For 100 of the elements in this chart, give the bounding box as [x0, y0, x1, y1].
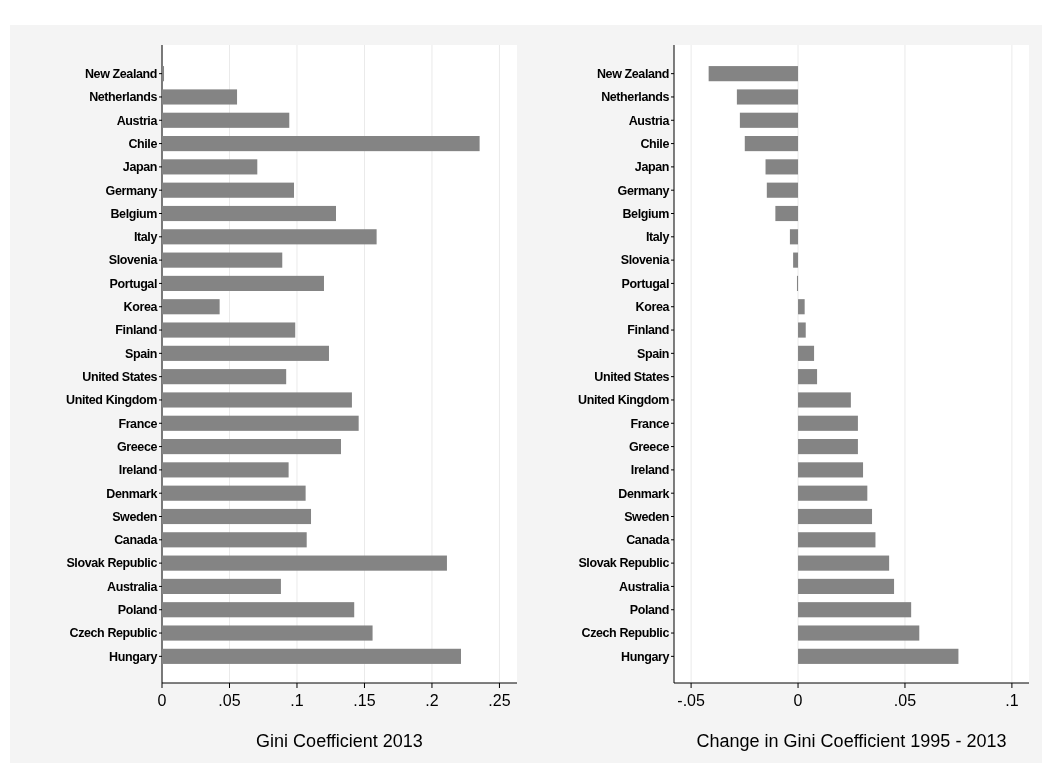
bar	[162, 648, 461, 664]
y-tick-label: Slovak Republic	[66, 556, 158, 571]
y-tick-label: Canada	[626, 533, 671, 548]
bar	[162, 555, 447, 571]
bar	[765, 159, 799, 175]
y-tick-label: Slovenia	[108, 253, 159, 268]
bar	[798, 462, 864, 478]
bar	[775, 205, 799, 222]
bar	[162, 485, 306, 501]
y-tick-label: United Kingdom	[578, 393, 670, 408]
y-tick-label: Finland	[115, 323, 157, 338]
bar	[162, 112, 290, 128]
bar	[162, 369, 287, 385]
bar	[736, 89, 799, 105]
y-tick-label: Japan	[634, 160, 669, 175]
bar	[162, 229, 377, 245]
bar	[798, 578, 895, 594]
bar	[162, 532, 307, 548]
bar	[162, 136, 480, 152]
y-tick-label: Denmark	[618, 486, 670, 501]
y-tick-label: Italy	[645, 230, 670, 245]
y-tick-label: Sweden	[624, 509, 669, 524]
bar	[798, 555, 890, 571]
y-tick-label: Poland	[117, 603, 157, 618]
y-tick-label: Portugal	[109, 276, 157, 291]
y-tick-label: Czech Republic	[69, 626, 158, 641]
bar	[793, 252, 799, 268]
bar	[162, 508, 312, 525]
x-axis-title: Gini Coefficient 2013	[256, 731, 423, 751]
bar	[798, 602, 912, 618]
y-tick-label: Slovak Republic	[578, 556, 670, 571]
y-tick-label: France	[118, 416, 158, 431]
bar	[798, 439, 858, 455]
y-tick-label: Poland	[629, 603, 669, 618]
y-tick-label: Ireland	[630, 463, 669, 478]
x-tick-label: .15	[353, 692, 376, 709]
bar	[798, 625, 920, 641]
y-tick-label: Hungary	[109, 649, 158, 664]
bar	[162, 66, 165, 82]
y-tick-label: Finland	[627, 323, 669, 338]
x-tick-label: 0	[793, 692, 803, 709]
bar	[162, 275, 324, 291]
y-tick-label: Ireland	[118, 463, 157, 478]
x-tick-label: -.05	[677, 692, 705, 709]
y-tick-label: Greece	[629, 439, 670, 454]
y-tick-label: Portugal	[621, 276, 669, 291]
bar	[162, 345, 329, 361]
y-tick-label: Australia	[107, 579, 159, 594]
y-tick-label: Hungary	[621, 649, 670, 664]
y-tick-label: Japan	[122, 160, 157, 175]
y-tick-label: Canada	[114, 533, 159, 548]
x-axis-title: Change in Gini Coefficient 1995 - 2013	[696, 731, 1007, 751]
bar	[162, 462, 289, 478]
y-tick-label: Belgium	[110, 206, 158, 221]
x-tick-label: .05	[893, 692, 917, 709]
bar	[798, 299, 805, 315]
y-tick-label: Austria	[116, 113, 159, 128]
y-tick-label: Netherlands	[601, 90, 670, 105]
y-tick-label: Korea	[123, 300, 159, 315]
bar	[162, 625, 373, 641]
y-tick-label: Slovenia	[620, 253, 671, 268]
x-tick-label: 0	[157, 692, 167, 709]
y-tick-label: Germany	[105, 183, 158, 198]
y-tick-label: Belgium	[622, 206, 670, 221]
bar	[162, 578, 281, 594]
y-tick-label: Austria	[628, 113, 671, 128]
bar	[162, 392, 352, 408]
bar	[798, 345, 815, 361]
bar	[739, 112, 799, 128]
bar	[744, 136, 799, 152]
y-tick-label: Germany	[617, 183, 670, 198]
bar	[162, 439, 341, 455]
bar	[162, 299, 220, 315]
y-tick-label: Spain	[636, 346, 669, 361]
x-tick-label: .05	[218, 692, 241, 709]
y-tick-label: Spain	[124, 346, 157, 361]
bar	[162, 602, 355, 618]
x-tick-label: .25	[488, 692, 511, 709]
bar	[162, 415, 359, 431]
bar	[162, 182, 295, 198]
y-tick-label: New Zealand	[596, 67, 669, 82]
y-tick-label: United Kingdom	[66, 393, 158, 408]
x-tick-label: .1	[290, 692, 304, 709]
y-tick-label: Italy	[133, 230, 158, 245]
bar	[798, 392, 851, 408]
y-tick-label: New Zealand	[84, 67, 157, 82]
bar	[798, 648, 959, 664]
y-tick-label: Chile	[128, 136, 158, 151]
bar	[798, 508, 873, 525]
y-tick-label: United States	[594, 370, 670, 385]
y-tick-label: Korea	[635, 300, 671, 315]
y-tick-label: Czech Republic	[581, 626, 670, 641]
bar	[798, 369, 818, 385]
x-tick-label: .2	[425, 692, 439, 709]
bar	[798, 485, 868, 501]
bar	[162, 205, 336, 222]
y-tick-label: Chile	[640, 136, 670, 151]
y-tick-label: Greece	[117, 439, 158, 454]
bar	[162, 322, 296, 338]
bar	[798, 322, 806, 338]
